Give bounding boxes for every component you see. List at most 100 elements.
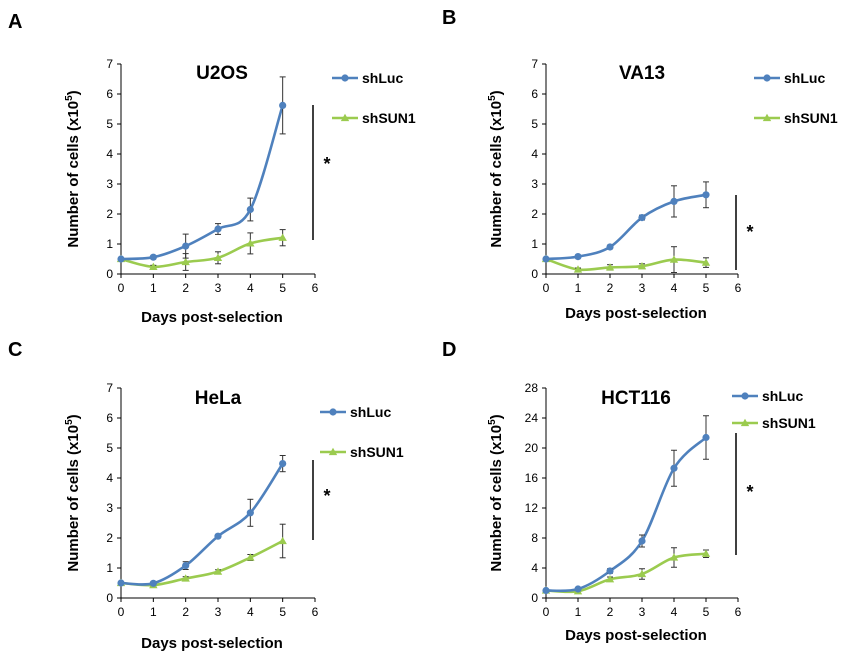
data-point (214, 225, 222, 233)
legend-entry-shluc: shLuc (320, 404, 391, 420)
significance-marker: * (323, 154, 330, 174)
data-point (574, 585, 582, 593)
legend-label: shLuc (762, 388, 803, 404)
legend-entry-shsun1: shSUN1 (754, 110, 838, 126)
y-tick-label: 2 (531, 207, 538, 221)
chart-panel-b: B VA13 0 1 2 3 4 5 6 7 0 1 2 3 4 5 6 Days post-selection N… (442, 7, 838, 322)
data-point (246, 239, 255, 247)
series-shsun1 (116, 229, 287, 271)
y-axis-label-superscript: 5 (64, 419, 75, 425)
data-point (574, 253, 582, 261)
significance-marker: * (746, 222, 753, 242)
data-point (181, 257, 190, 266)
x-tick-label: 0 (118, 605, 125, 619)
data-point (605, 263, 615, 271)
data-point (702, 191, 710, 199)
x-tick-label: 3 (639, 605, 646, 619)
data-point (117, 255, 125, 263)
y-axis-label: Number of cells (x105) (487, 414, 505, 571)
series-line-shluc (545, 193, 707, 261)
x-tick-label: 2 (607, 281, 614, 295)
x-tick-label: 6 (312, 281, 319, 295)
y-axis-label-superscript: 5 (487, 419, 498, 425)
chart-title: U2OS (196, 63, 248, 84)
legend-marker (341, 74, 349, 82)
data-point (606, 243, 614, 251)
y-tick-label: 3 (106, 177, 113, 191)
data-point (669, 255, 679, 263)
x-tick-label: 3 (215, 605, 222, 619)
y-axis-label-text: Number of cells (x10 (488, 425, 505, 572)
x-tick-label: 3 (639, 281, 646, 295)
legend-entry-shsun1: shSUN1 (320, 444, 404, 460)
data-point (181, 574, 190, 582)
panel-letter: A (8, 11, 22, 33)
data-point (573, 265, 583, 273)
x-tick-label: 1 (150, 281, 157, 295)
significance-marker: * (746, 482, 753, 502)
x-tick-label: 5 (279, 605, 286, 619)
legend-entry-shsun1: shSUN1 (332, 110, 416, 126)
y-axis-label-close: ) (488, 90, 505, 95)
series-line-shsun1 (120, 539, 284, 587)
y-tick-label: 5 (106, 117, 113, 131)
x-tick-label: 5 (703, 281, 710, 295)
x-tick-label: 6 (312, 605, 319, 619)
data-point (669, 553, 679, 561)
legend-label: shSUN1 (350, 444, 404, 460)
y-tick-label: 6 (106, 411, 113, 425)
data-point (213, 253, 223, 261)
series-line-shluc (120, 462, 284, 586)
legend-marker (329, 408, 337, 416)
y-tick-label: 6 (106, 87, 113, 101)
y-tick-label: 4 (106, 147, 113, 161)
x-tick-label: 2 (607, 605, 614, 619)
data-point (246, 553, 255, 561)
legend-marker (763, 74, 771, 82)
x-axis-label: Days post-selection (565, 305, 707, 322)
data-point (542, 255, 550, 263)
legend-marker (340, 113, 350, 122)
legend-marker (762, 113, 772, 122)
chart-panel-c: C HeLa 0 1 2 3 4 5 6 7 0 1 2 3 4 5 6 Days post-selection N… (8, 339, 404, 652)
y-axis-label-superscript: 5 (487, 95, 498, 101)
y-tick-label: 20 (525, 441, 539, 455)
y-tick-label: 4 (531, 561, 538, 575)
y-tick-label: 7 (531, 57, 538, 71)
data-point (670, 464, 678, 472)
x-tick-label: 1 (150, 605, 157, 619)
panel-letter: D (442, 339, 456, 361)
series-line-shluc (120, 105, 284, 261)
y-tick-label: 12 (525, 501, 539, 515)
y-axis-label-close: ) (65, 414, 82, 419)
series-line-shluc (545, 436, 707, 593)
data-point (701, 549, 711, 557)
x-tick-label: 6 (735, 281, 742, 295)
legend-label: shSUN1 (762, 415, 816, 431)
series-shluc (542, 415, 710, 595)
y-tick-label: 0 (106, 591, 113, 605)
x-tick-label: 5 (279, 281, 286, 295)
x-tick-label: 5 (703, 605, 710, 619)
y-tick-label: 5 (106, 441, 113, 455)
y-axis-label: Number of cells (x105) (64, 414, 82, 571)
data-point (182, 242, 190, 250)
y-tick-label: 2 (106, 207, 113, 221)
legend-marker (740, 418, 750, 427)
x-tick-label: 0 (543, 605, 550, 619)
x-tick-label: 3 (215, 281, 222, 295)
data-point (701, 258, 711, 266)
y-tick-label: 8 (531, 531, 538, 545)
data-point (278, 536, 287, 545)
y-tick-label: 0 (531, 267, 538, 281)
data-point (149, 262, 158, 270)
series-shluc (542, 181, 710, 263)
data-point (214, 532, 222, 540)
y-tick-label: 28 (525, 381, 539, 395)
legend-marker (741, 392, 749, 400)
y-tick-label: 1 (531, 237, 538, 251)
data-point (638, 214, 646, 222)
legend-label: shLuc (350, 404, 391, 420)
y-axis-label: Number of cells (x105) (64, 90, 82, 247)
